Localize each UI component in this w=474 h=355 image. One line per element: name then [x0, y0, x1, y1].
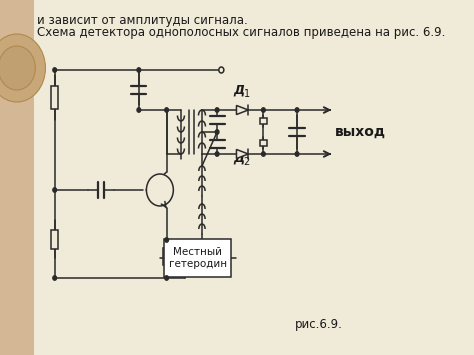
Circle shape	[165, 108, 168, 112]
Text: Д: Д	[233, 152, 245, 165]
Circle shape	[0, 46, 36, 90]
Text: 1: 1	[244, 89, 250, 99]
Bar	[164, 239, 231, 277]
Polygon shape	[237, 149, 248, 159]
Bar	[163, 248, 171, 265]
Circle shape	[165, 276, 168, 280]
Circle shape	[295, 152, 299, 156]
Circle shape	[262, 152, 265, 156]
Bar	[260, 118, 267, 124]
Text: Схема детектора однополосных сигналов приведена на рис. 6.9.: Схема детектора однополосных сигналов пр…	[37, 26, 446, 39]
Circle shape	[215, 108, 219, 112]
Text: выход: выход	[335, 125, 386, 139]
Circle shape	[137, 68, 141, 72]
Bar	[51, 86, 58, 109]
Circle shape	[53, 188, 56, 192]
Circle shape	[0, 34, 46, 102]
Circle shape	[262, 108, 265, 112]
Polygon shape	[237, 105, 248, 115]
Circle shape	[53, 68, 56, 72]
Text: Местный
гетеродин: Местный гетеродин	[169, 247, 227, 269]
Circle shape	[215, 152, 219, 156]
Circle shape	[53, 276, 56, 280]
Polygon shape	[0, 0, 34, 355]
Text: и зависит от амплитуды сигнала.: и зависит от амплитуды сигнала.	[37, 14, 248, 27]
Text: рис.6.9.: рис.6.9.	[294, 318, 342, 331]
Bar	[51, 229, 58, 248]
Circle shape	[295, 108, 299, 112]
Circle shape	[215, 130, 219, 134]
Text: Д: Д	[233, 84, 245, 97]
Circle shape	[146, 174, 173, 206]
Circle shape	[137, 108, 141, 112]
Text: 2: 2	[244, 157, 250, 167]
Circle shape	[219, 67, 224, 73]
Circle shape	[165, 238, 168, 242]
Bar	[260, 140, 267, 146]
